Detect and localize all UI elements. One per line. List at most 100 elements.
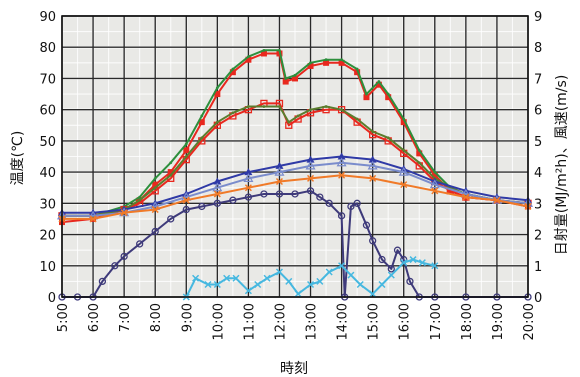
data-point-8-18 bbox=[369, 290, 377, 298]
data-point-8-7 bbox=[254, 280, 262, 289]
data-point-0-14 bbox=[292, 75, 298, 82]
data-point-0-4 bbox=[152, 181, 159, 188]
y-left-tick-label: 70 bbox=[39, 72, 56, 87]
data-point-1-15 bbox=[309, 61, 312, 65]
y-right-tick-label: 2 bbox=[534, 229, 542, 244]
y-axis-left-title: 温度(℃) bbox=[10, 131, 26, 186]
data-point-4-6 bbox=[244, 168, 253, 176]
data-point-5-9 bbox=[336, 157, 347, 167]
data-point-7-9 bbox=[182, 205, 190, 214]
data-point-5-7 bbox=[274, 166, 285, 176]
x-tick-label: 14:00 bbox=[336, 303, 351, 340]
series-line-5 bbox=[62, 161, 529, 217]
data-point-3-4 bbox=[153, 186, 157, 190]
data-point-6-8 bbox=[307, 174, 315, 182]
data-point-6-4 bbox=[182, 196, 190, 204]
y-right-tick-label: 3 bbox=[534, 197, 542, 212]
data-point-6-7 bbox=[275, 177, 283, 186]
data-point-0-6 bbox=[183, 147, 190, 154]
x-tick-label: 10:00 bbox=[211, 303, 226, 340]
y-right-tick-label: 5 bbox=[534, 135, 542, 150]
data-point-8-24 bbox=[431, 262, 439, 270]
data-point-8-14 bbox=[325, 268, 333, 276]
data-point-5-11 bbox=[398, 166, 409, 176]
data-point-3-6 bbox=[184, 155, 188, 158]
x-tick-label: 8:00 bbox=[149, 303, 164, 332]
data-point-0-21 bbox=[385, 94, 392, 101]
data-point-0-9 bbox=[229, 69, 236, 76]
x-tick-label: 9:00 bbox=[180, 303, 195, 332]
data-point-3-12 bbox=[278, 105, 281, 108]
y-left-tick-label: 80 bbox=[39, 41, 56, 56]
data-point-1-11 bbox=[262, 48, 266, 52]
data-point-7-4 bbox=[111, 262, 119, 270]
data-point-5-8 bbox=[305, 160, 316, 170]
data-point-3-9 bbox=[231, 111, 235, 115]
data-point-0-15 bbox=[307, 62, 314, 69]
data-point-3-16 bbox=[324, 105, 328, 108]
data-point-3-11 bbox=[262, 105, 266, 108]
data-point-7-17 bbox=[306, 187, 315, 195]
data-point-7-3 bbox=[98, 277, 107, 286]
data-point-0-16 bbox=[323, 59, 330, 66]
data-point-7-20 bbox=[337, 212, 346, 220]
data-point-7-28 bbox=[393, 246, 402, 254]
data-point-4-5 bbox=[213, 177, 222, 185]
data-point-7-19 bbox=[325, 199, 333, 207]
data-point-3-21 bbox=[402, 148, 406, 152]
x-tick-label: 5:00 bbox=[56, 303, 71, 332]
data-point-1-16 bbox=[324, 58, 328, 62]
series-line-3 bbox=[62, 105, 529, 217]
y-left-tick-label: 10 bbox=[39, 260, 56, 275]
data-point-8-11 bbox=[294, 290, 302, 298]
x-tick-label: 20:00 bbox=[522, 303, 537, 340]
data-point-6-14 bbox=[493, 196, 501, 204]
axes bbox=[61, 15, 529, 298]
data-point-1-8 bbox=[215, 86, 219, 90]
data-point-8-16 bbox=[347, 271, 355, 279]
data-point-8-20 bbox=[387, 271, 395, 279]
data-point-7-16 bbox=[291, 190, 299, 198]
y-right-tick-label: 1 bbox=[534, 260, 542, 275]
y-left-tick-label: 30 bbox=[39, 197, 56, 212]
data-point-6-6 bbox=[244, 184, 252, 192]
data-point-6-10 bbox=[369, 174, 377, 182]
y-right-tick-label: 7 bbox=[534, 72, 542, 87]
data-point-7-14 bbox=[260, 190, 268, 198]
y-right-tick-label: 4 bbox=[534, 166, 542, 181]
data-point-3-15 bbox=[309, 108, 312, 112]
data-point-5-10 bbox=[367, 160, 378, 170]
data-point-7-13 bbox=[244, 193, 253, 201]
data-point-1-19 bbox=[365, 92, 368, 96]
data-point-1-5 bbox=[169, 161, 173, 165]
data-point-1-4 bbox=[153, 176, 157, 180]
grid bbox=[60, 14, 530, 299]
data-point-1-13 bbox=[284, 77, 288, 80]
x-tick-label: 18:00 bbox=[460, 303, 475, 340]
data-point-0-8 bbox=[214, 91, 221, 98]
tick-labels: 0 10 20 30 40 50 60 70 80 90 0 1 2 3 4 5 6 7 8 9 5:00 6:00 7:0… bbox=[39, 10, 542, 340]
data-point-3-20 bbox=[386, 136, 390, 140]
data-point-4-10 bbox=[368, 155, 377, 163]
y-axis-right-title: 日射量(MJ/m²h)、風速(m/s) bbox=[554, 75, 570, 256]
data-point-6-9 bbox=[338, 171, 346, 179]
data-point-8-15 bbox=[338, 262, 346, 270]
x-tick-label: 7:00 bbox=[118, 303, 133, 332]
data-point-0-10 bbox=[245, 56, 252, 63]
data-point-3-18 bbox=[355, 117, 359, 121]
data-point-3-8 bbox=[215, 120, 219, 124]
y-left-tick-label: 90 bbox=[39, 10, 56, 25]
data-point-4-8 bbox=[306, 155, 315, 163]
data-point-7-27 bbox=[387, 265, 395, 273]
data-point-7-22 bbox=[347, 202, 355, 211]
data-point-8-4 bbox=[223, 274, 231, 282]
data-point-6-2 bbox=[120, 209, 128, 217]
data-point-0-5 bbox=[167, 169, 174, 176]
data-point-1-14 bbox=[293, 73, 297, 77]
data-point-6-1 bbox=[89, 215, 97, 223]
data-point-8-10 bbox=[285, 277, 293, 285]
data-point-7-6 bbox=[136, 240, 144, 248]
data-point-1-23 bbox=[417, 148, 421, 152]
data-point-1-17 bbox=[340, 58, 343, 62]
data-point-1-24 bbox=[433, 170, 437, 174]
